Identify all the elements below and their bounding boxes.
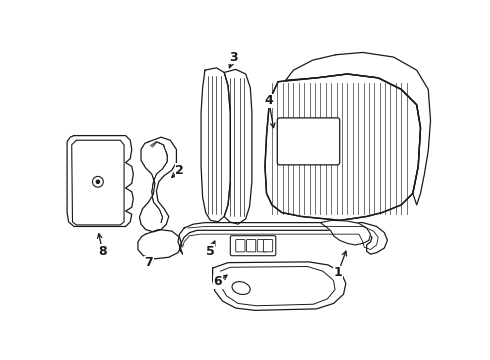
Text: 6: 6 (214, 275, 222, 288)
Text: 1: 1 (334, 266, 343, 279)
Text: 2: 2 (175, 164, 184, 177)
Polygon shape (286, 53, 431, 205)
Polygon shape (320, 220, 370, 245)
FancyBboxPatch shape (230, 236, 276, 256)
Text: 4: 4 (265, 94, 273, 107)
Polygon shape (178, 222, 388, 254)
Text: 7: 7 (145, 256, 153, 269)
FancyBboxPatch shape (236, 239, 245, 252)
Text: 8: 8 (98, 244, 107, 258)
Polygon shape (138, 230, 182, 259)
Text: 3: 3 (229, 50, 238, 64)
Text: 5: 5 (206, 244, 215, 258)
Circle shape (96, 180, 100, 184)
Polygon shape (265, 74, 420, 220)
Polygon shape (201, 68, 230, 222)
Polygon shape (67, 136, 133, 226)
FancyBboxPatch shape (246, 239, 256, 252)
Polygon shape (213, 262, 346, 310)
Polygon shape (224, 69, 252, 224)
FancyBboxPatch shape (264, 239, 273, 252)
FancyBboxPatch shape (257, 239, 267, 252)
FancyBboxPatch shape (277, 118, 340, 165)
Polygon shape (140, 137, 176, 232)
